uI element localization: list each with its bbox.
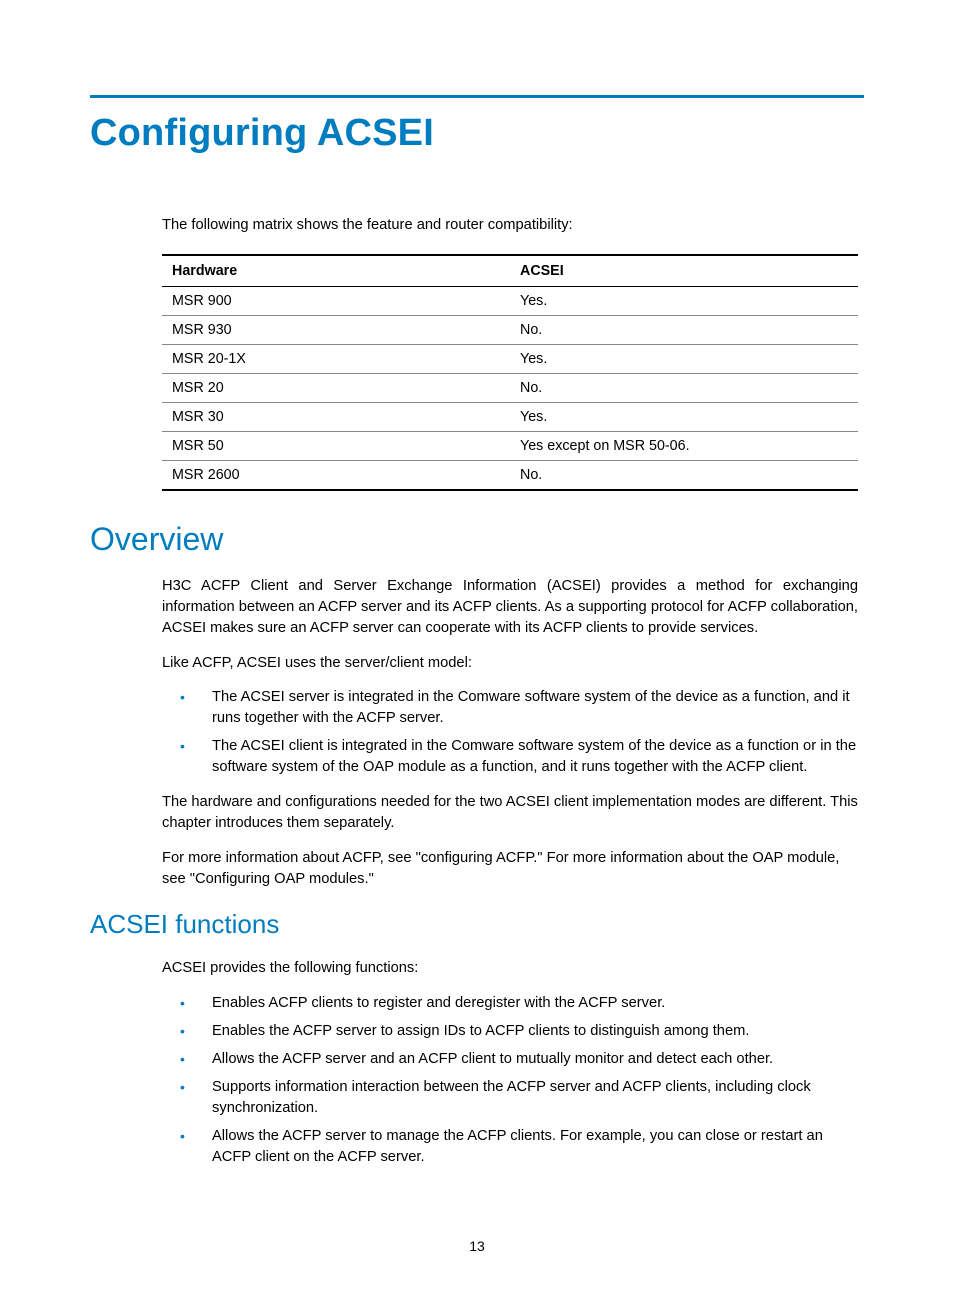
table-row: MSR 30 Yes.	[162, 402, 858, 431]
table-cell: Yes.	[510, 286, 858, 315]
table-row: MSR 900 Yes.	[162, 286, 858, 315]
overview-bullets: The ACSEI server is integrated in the Co…	[162, 687, 858, 778]
table-cell: Yes.	[510, 402, 858, 431]
list-item: The ACSEI client is integrated in the Co…	[162, 736, 858, 778]
table-row: MSR 50 Yes except on MSR 50-06.	[162, 431, 858, 460]
table-cell: MSR 20	[162, 373, 510, 402]
functions-intro: ACSEI provides the following functions:	[162, 958, 858, 979]
table-cell: MSR 900	[162, 286, 510, 315]
document-page: Configuring ACSEI The following matrix s…	[0, 0, 954, 1296]
table-cell: MSR 50	[162, 431, 510, 460]
overview-p2: Like ACFP, ACSEI uses the server/client …	[162, 653, 858, 674]
table-cell: No.	[510, 460, 858, 490]
overview-p4: For more information about ACFP, see "co…	[162, 848, 858, 890]
table-header-hardware: Hardware	[162, 255, 510, 287]
functions-heading: ACSEI functions	[90, 909, 864, 940]
table-cell: No.	[510, 373, 858, 402]
table-header-row: Hardware ACSEI	[162, 255, 858, 287]
list-item: Allows the ACFP server to manage the ACF…	[162, 1126, 858, 1168]
compatibility-table: Hardware ACSEI MSR 900 Yes. MSR 930 No. …	[162, 254, 858, 491]
table-cell: MSR 20-1X	[162, 344, 510, 373]
functions-bullets: Enables ACFP clients to register and der…	[162, 993, 858, 1167]
intro-paragraph: The following matrix shows the feature a…	[162, 215, 858, 236]
list-item: The ACSEI server is integrated in the Co…	[162, 687, 858, 729]
functions-body: ACSEI provides the following functions: …	[162, 958, 858, 1167]
list-item: Allows the ACFP server and an ACFP clien…	[162, 1049, 858, 1070]
overview-body: H3C ACFP Client and Server Exchange Info…	[162, 576, 858, 890]
page-title: Configuring ACSEI	[90, 112, 864, 155]
title-rule	[90, 95, 864, 98]
list-item: Enables ACFP clients to register and der…	[162, 993, 858, 1014]
table-cell: MSR 2600	[162, 460, 510, 490]
list-item: Enables the ACFP server to assign IDs to…	[162, 1021, 858, 1042]
table-cell: MSR 30	[162, 402, 510, 431]
table-cell: No.	[510, 315, 858, 344]
table-cell: MSR 930	[162, 315, 510, 344]
intro-block: The following matrix shows the feature a…	[162, 215, 858, 491]
table-row: MSR 20-1X Yes.	[162, 344, 858, 373]
table-header-acsei: ACSEI	[510, 255, 858, 287]
table-cell: Yes except on MSR 50-06.	[510, 431, 858, 460]
table-row: MSR 20 No.	[162, 373, 858, 402]
overview-heading: Overview	[90, 521, 864, 558]
overview-p3: The hardware and configurations needed f…	[162, 792, 858, 834]
table-row: MSR 930 No.	[162, 315, 858, 344]
list-item: Supports information interaction between…	[162, 1077, 858, 1119]
table-cell: Yes.	[510, 344, 858, 373]
table-row: MSR 2600 No.	[162, 460, 858, 490]
overview-p1: H3C ACFP Client and Server Exchange Info…	[162, 576, 858, 639]
page-number: 13	[0, 1238, 954, 1254]
